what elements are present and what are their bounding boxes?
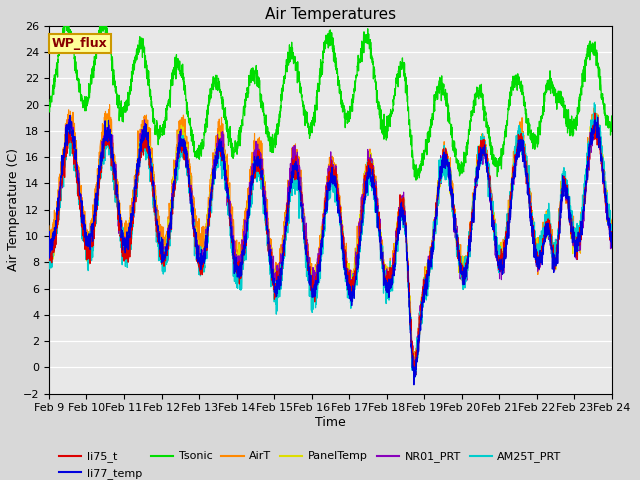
Tsonic <box>537 114 545 120</box>
Tsonic <box>101 14 109 20</box>
NR01_PRT <box>608 238 616 243</box>
AirT <box>608 216 616 222</box>
NR01_PRT <box>537 247 545 252</box>
li77_temp <box>67 112 74 118</box>
li77_temp <box>598 152 605 158</box>
PanelTemp <box>45 253 52 259</box>
li77_temp <box>261 205 269 211</box>
PanelTemp <box>536 254 544 260</box>
AM25T_PRT <box>598 134 605 140</box>
PanelTemp <box>598 159 605 165</box>
li75_t <box>285 192 293 198</box>
Tsonic <box>598 96 605 101</box>
AirT <box>261 184 269 190</box>
li75_t <box>45 252 52 257</box>
Y-axis label: Air Temperature (C): Air Temperature (C) <box>7 148 20 271</box>
li75_t <box>598 151 605 156</box>
PanelTemp <box>285 192 293 197</box>
Tsonic <box>608 113 616 119</box>
Legend: li75_t, li77_temp, Tsonic, AirT, PanelTemp, NR01_PRT, AM25T_PRT: li75_t, li77_temp, Tsonic, AirT, PanelTe… <box>54 447 566 480</box>
X-axis label: Time: Time <box>315 416 346 429</box>
Line: Tsonic: Tsonic <box>49 17 612 180</box>
li75_t <box>261 206 269 212</box>
AirT <box>109 162 117 168</box>
NR01_PRT <box>45 254 52 260</box>
PanelTemp <box>591 106 599 112</box>
NR01_PRT <box>143 136 150 142</box>
PanelTemp <box>143 122 150 128</box>
Line: AM25T_PRT: AM25T_PRT <box>49 103 612 380</box>
AM25T_PRT <box>608 223 616 229</box>
AM25T_PRT <box>591 100 598 106</box>
AirT <box>537 247 545 252</box>
NR01_PRT <box>285 184 293 190</box>
AM25T_PRT <box>410 377 418 383</box>
AirT <box>45 223 52 229</box>
AM25T_PRT <box>143 142 150 148</box>
li77_temp <box>45 232 52 238</box>
Title: Air Temperatures: Air Temperatures <box>265 7 396 22</box>
Tsonic <box>285 42 293 48</box>
Line: PanelTemp: PanelTemp <box>49 109 612 375</box>
Tsonic <box>143 62 150 68</box>
PanelTemp <box>109 167 117 173</box>
li75_t <box>410 370 417 375</box>
li75_t <box>143 135 150 141</box>
AM25T_PRT <box>285 205 293 211</box>
NR01_PRT <box>410 373 418 379</box>
PanelTemp <box>608 231 616 237</box>
Text: WP_flux: WP_flux <box>52 37 108 50</box>
AirT <box>413 372 420 377</box>
NR01_PRT <box>261 188 269 194</box>
li77_temp <box>143 137 150 143</box>
AM25T_PRT <box>536 253 544 259</box>
li77_temp <box>109 167 117 172</box>
AirT <box>598 151 605 157</box>
li77_temp <box>608 230 616 236</box>
NR01_PRT <box>598 160 605 166</box>
NR01_PRT <box>109 161 117 167</box>
li75_t <box>109 172 117 178</box>
Tsonic <box>261 121 269 127</box>
Tsonic <box>412 177 420 183</box>
Line: li77_temp: li77_temp <box>49 115 612 385</box>
AM25T_PRT <box>261 217 269 223</box>
AM25T_PRT <box>109 171 117 177</box>
li77_temp <box>537 252 545 258</box>
Line: li75_t: li75_t <box>49 113 612 372</box>
Line: AirT: AirT <box>49 105 612 374</box>
li77_temp <box>410 382 418 388</box>
AirT <box>285 192 293 198</box>
AirT <box>106 102 113 108</box>
PanelTemp <box>261 208 269 214</box>
li75_t <box>608 235 616 241</box>
li75_t <box>591 110 599 116</box>
AM25T_PRT <box>45 250 52 256</box>
AirT <box>143 130 150 136</box>
Line: NR01_PRT: NR01_PRT <box>49 116 612 376</box>
Tsonic <box>45 97 52 103</box>
li77_temp <box>285 195 293 201</box>
Tsonic <box>109 67 117 73</box>
li75_t <box>536 255 544 261</box>
PanelTemp <box>411 372 419 378</box>
NR01_PRT <box>66 113 74 119</box>
